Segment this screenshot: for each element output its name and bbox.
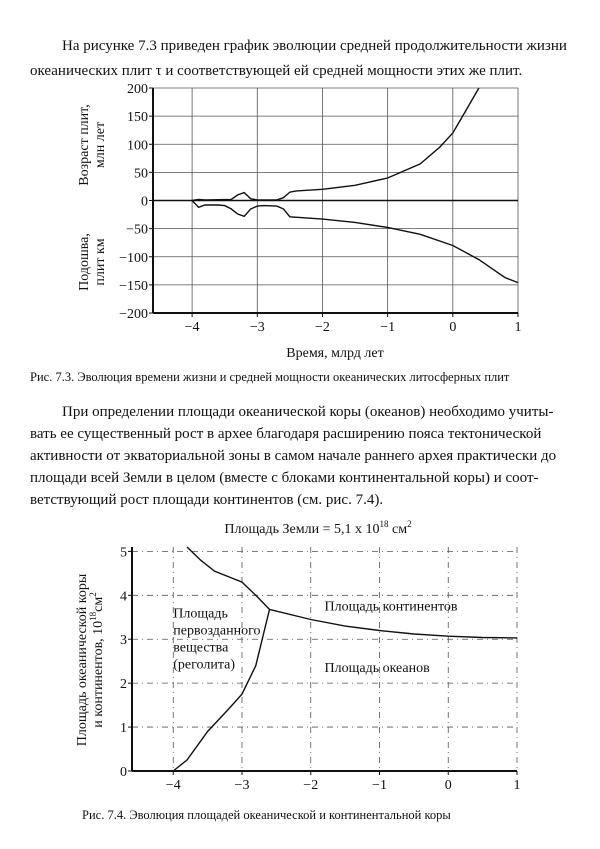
title-superscript: 18 [379,519,389,529]
label-part: см [91,597,106,612]
y-axis-label-bottom: Подошва, плит км [77,233,108,291]
label-part: и континентов, 10 [91,621,106,728]
y-tick-label: −50 [126,223,148,238]
paragraph2-line: ветствующий рост площади континентов (см… [30,492,384,508]
x-tick-label: 0 [445,778,452,793]
y-tick-label: 0 [141,195,148,210]
paragraph2-line: вать ее существенный рост в архее благод… [30,426,542,442]
y-tick-label: 0 [120,765,127,780]
paragraph1-line: океанических плит τ и соответствующей ей… [30,63,523,79]
figure-caption-7-4: Рис. 7.4. Эволюция площадей океанической… [82,808,451,822]
series-line [191,200,519,284]
y-tick-label: 200 [127,82,148,97]
annotation-text: Площадь [173,606,228,621]
y-axis-label-line: Возраст плит, [77,104,92,185]
series-line [172,609,271,772]
paragraph2-line: активности от экваториальной зоны в само… [30,448,557,464]
title-part: Площадь Земли = 5,1 x 10 [224,522,379,537]
annotation-text: вещества [173,640,229,655]
y-axis-label-line: Площадь океанической коры [75,573,90,746]
x-tick-label: −3 [235,778,250,793]
series-line [269,608,518,639]
y-tick-label: 3 [120,633,127,648]
paragraph1-line: На рисунке 7.3 приведен график эволюции … [62,38,567,54]
y-tick-label: 50 [134,166,148,181]
chart-plate-age-thickness: −4 −3 −2 −1 0 1 −200 −150 −100 −50 0 50 100 150 200 Вре… [77,82,522,361]
x-tick-label: −1 [372,778,387,793]
x-tick-label: 0 [449,320,456,335]
x-tick-label: −4 [185,320,200,335]
y-tick-label: 4 [120,589,127,604]
x-axis-label: Время, млрд лет [286,346,383,361]
series-line [186,546,271,610]
y-axis-label-line: млн лет [93,122,108,168]
figure-caption-7-3: Рис. 7.3. Эволюция времени жизни и средн… [30,370,510,384]
title-part: см [388,522,407,537]
x-tick-label: −2 [303,778,318,793]
y-axis-label: Площадь океанической коры и континентов, … [75,573,106,746]
y-tick-label: 150 [127,110,148,125]
y-tick-label: 5 [120,545,127,560]
y-axis-label-line: и континентов, 1018см2 [88,592,106,728]
y-tick-label: 2 [120,677,127,692]
title-superscript: 2 [407,519,412,529]
paragraph2-line: площади всей Земли в целом (вместе с бло… [30,470,539,486]
label-superscript: 18 [88,611,98,621]
x-tick-label: 1 [515,320,522,335]
label-superscript: 2 [88,592,98,597]
annotation-text: первозданного [173,623,260,638]
x-tick-label: −4 [166,778,181,793]
y-tick-label: 1 [120,721,127,736]
annotation-text: Площадь океанов [325,661,431,676]
y-tick-label: −150 [119,279,148,294]
paragraph2-line: При определении площади океанической кор… [62,404,554,420]
y-axis-label-line: Подошва, [77,233,92,291]
x-tick-label: 1 [514,778,521,793]
annotation-text: Площадь континентов [325,600,458,615]
y-tick-label: 100 [127,138,148,153]
x-tick-label: −1 [380,320,395,335]
x-tick-label: −3 [250,320,265,335]
y-tick-label: −100 [119,251,148,266]
series-line [191,87,480,202]
x-tick-label: −2 [315,320,330,335]
annotation-text: (реголита) [173,657,235,672]
y-axis-label-top: Возраст плит, млн лет [77,104,108,185]
chart-title: Площадь Земли = 5,1 x 1018 см2 [224,519,411,537]
y-tick-label: −200 [119,307,148,322]
y-axis-label-line: плит км [93,238,108,285]
